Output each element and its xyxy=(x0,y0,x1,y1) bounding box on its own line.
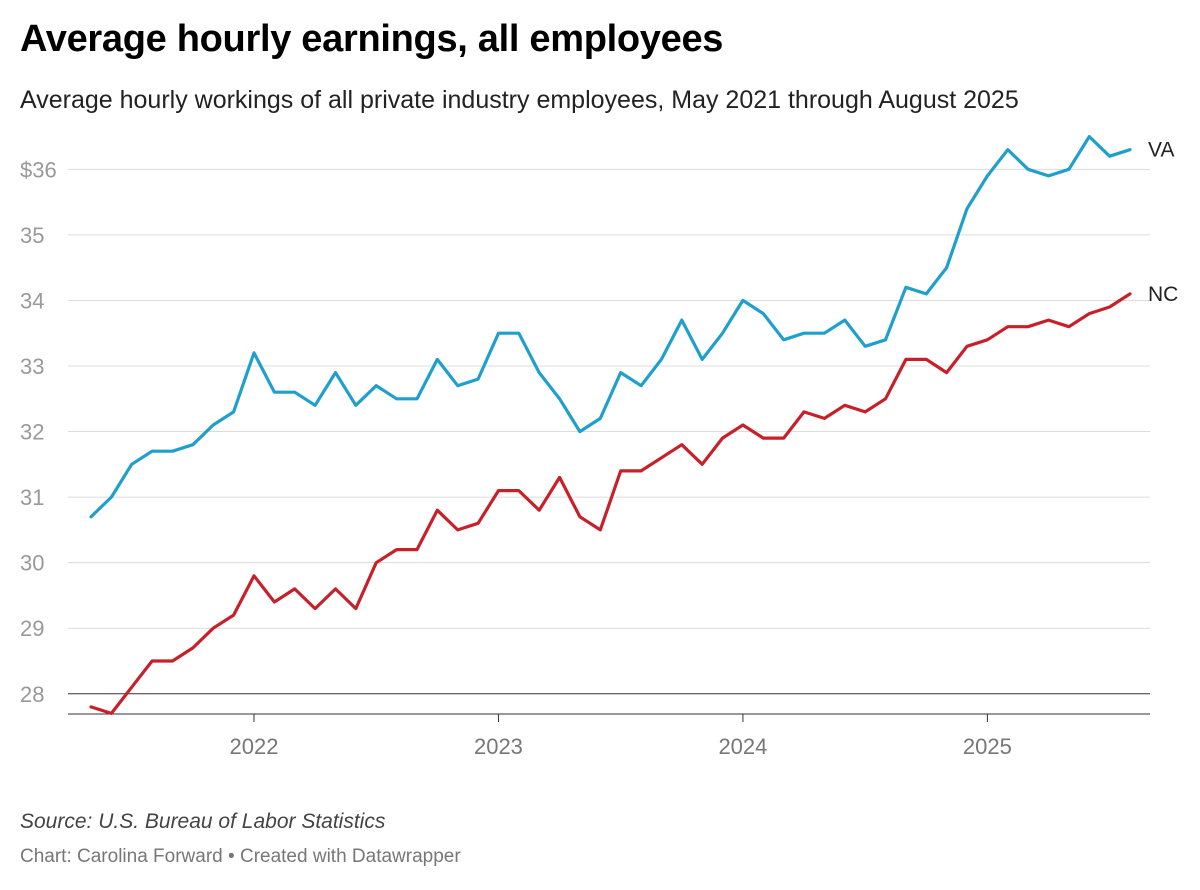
series-labels: VA NC xyxy=(1148,139,1178,306)
y-tick-label: 31 xyxy=(20,485,44,510)
series-label-va: VA xyxy=(1148,139,1174,162)
series-line-nc xyxy=(89,292,1132,716)
x-tick-label: 2024 xyxy=(718,734,767,759)
y-tick-label: 33 xyxy=(20,354,44,379)
y-tick-label: 32 xyxy=(20,420,44,445)
chart-subtitle: Average hourly workings of all private i… xyxy=(20,86,1019,114)
credit-chart-by: Chart: Carolina Forward xyxy=(20,846,223,867)
line-chart: 28 29 30 31 32 33 34 35 $36 2022 2023 2024 2025 VA N… xyxy=(20,134,1178,759)
credit-separator: • xyxy=(222,846,240,867)
series-label-nc: NC xyxy=(1148,283,1178,306)
x-tick-label: 2023 xyxy=(474,734,523,759)
y-tick-label: 30 xyxy=(20,551,44,576)
x-tick-label: 2022 xyxy=(230,734,279,759)
series-line-va xyxy=(89,134,1132,519)
credit-created-with: Created with Datawrapper xyxy=(239,846,461,867)
y-tick-label: 34 xyxy=(20,288,44,313)
chart-title: Average hourly earnings, all employees xyxy=(20,18,724,60)
x-axis: 2022 2023 2024 2025 xyxy=(68,713,1150,759)
x-tick-label: 2025 xyxy=(963,734,1012,759)
y-axis: 28 29 30 31 32 33 34 35 $36 xyxy=(20,157,57,706)
source-note: Source: U.S. Bureau of Labor Statistics xyxy=(20,810,386,833)
y-tick-label: 35 xyxy=(20,223,44,248)
y-tick-label: 29 xyxy=(20,616,44,641)
y-tick-label: 28 xyxy=(20,682,44,707)
chart-credit: Chart: Carolina Forward • Created with D… xyxy=(20,846,461,868)
y-tick-label: $36 xyxy=(20,157,57,182)
series-lines xyxy=(89,134,1132,716)
gridlines xyxy=(68,168,1150,695)
